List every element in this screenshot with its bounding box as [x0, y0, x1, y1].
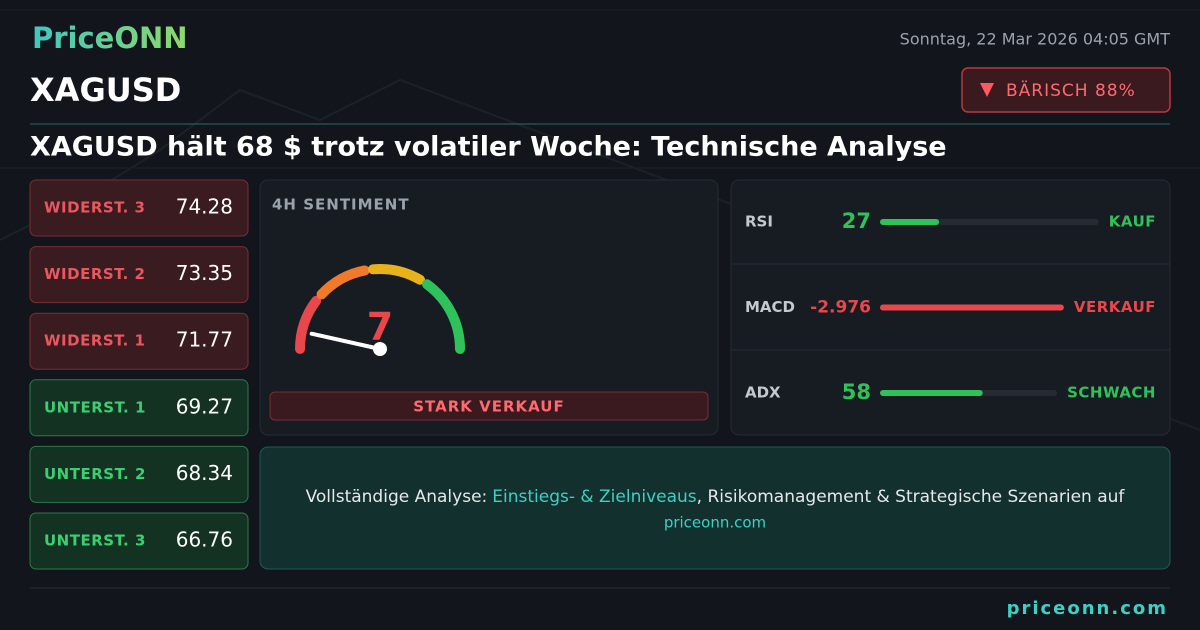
level-box [29, 512, 249, 570]
level-label: UNTERST. 2 [44, 465, 146, 483]
gauge-segment [368, 264, 425, 285]
cta-rest: , Risikomanagement & Strategische Szenar… [697, 487, 1126, 507]
level-box [29, 179, 249, 237]
gauge-hub [373, 342, 387, 356]
gauge-segment [295, 295, 322, 354]
indicator-bar [880, 390, 983, 396]
indicator-bar [880, 304, 1064, 311]
indicator-name: ADX [745, 384, 781, 402]
cta-highlight: Einstiegs- & Zielniveaus [492, 487, 697, 507]
cta-lead: Vollständige Analyse: [306, 487, 488, 507]
level-box [29, 379, 249, 437]
indicator-value: 58 [842, 380, 871, 404]
sentiment-signal-box [269, 391, 709, 421]
level-value: 66.76 [176, 528, 233, 552]
gauge-segment [316, 265, 370, 300]
level-label: WIDERST. 1 [44, 332, 146, 350]
level-label: WIDERST. 3 [44, 199, 146, 217]
brand: PriceONN [32, 21, 188, 55]
sentiment-panel [259, 179, 719, 436]
gauge-value: 7 [367, 305, 393, 349]
level-value: 69.27 [176, 394, 233, 418]
footer-url[interactable]: priceonn.com [1007, 598, 1168, 619]
sentiment-signal: STARK VERKAUF [413, 398, 564, 416]
level-value: 71.77 [176, 328, 233, 352]
cta-link[interactable]: priceonn.com [664, 514, 766, 532]
indicator-bar [880, 219, 940, 225]
badge [961, 67, 1171, 113]
gauge-needle [309, 331, 382, 351]
level-value: 74.28 [176, 195, 233, 219]
cta-panel [259, 446, 1171, 570]
level-box [29, 445, 249, 503]
indicator-signal: SCHWACH [1067, 384, 1156, 402]
sentiment-title: 4H SENTIMENT [272, 196, 410, 214]
level-value: 68.34 [176, 461, 233, 485]
level-label: UNTERST. 3 [44, 532, 146, 550]
indicator-signal: VERKAUF [1074, 298, 1156, 316]
badge-text: BÄRISCH 88% [1006, 80, 1136, 101]
headline: XAGUSD hält 68 $ trotz volatiler Woche: … [30, 132, 947, 163]
level-box [29, 246, 249, 304]
indicator-value: -2.976 [810, 298, 871, 318]
level-value: 73.35 [176, 261, 233, 285]
level-label: WIDERST. 2 [44, 265, 146, 283]
level-box [29, 312, 249, 370]
level-label: UNTERST. 1 [44, 398, 146, 416]
indicator-signal: KAUF [1109, 213, 1156, 231]
datetime: Sonntag, 22 Mar 2026 04:05 GMT [900, 30, 1171, 49]
indicator-name: MACD [745, 298, 795, 316]
indicator-value: 27 [842, 209, 871, 233]
gauge-segment [422, 279, 465, 354]
cta-text: Vollständige Analyse: Einstiegs- & Zielni… [306, 487, 1126, 507]
indicator-name: RSI [745, 213, 773, 231]
badge-icon [980, 83, 994, 97]
symbol: XAGUSD [30, 71, 181, 109]
